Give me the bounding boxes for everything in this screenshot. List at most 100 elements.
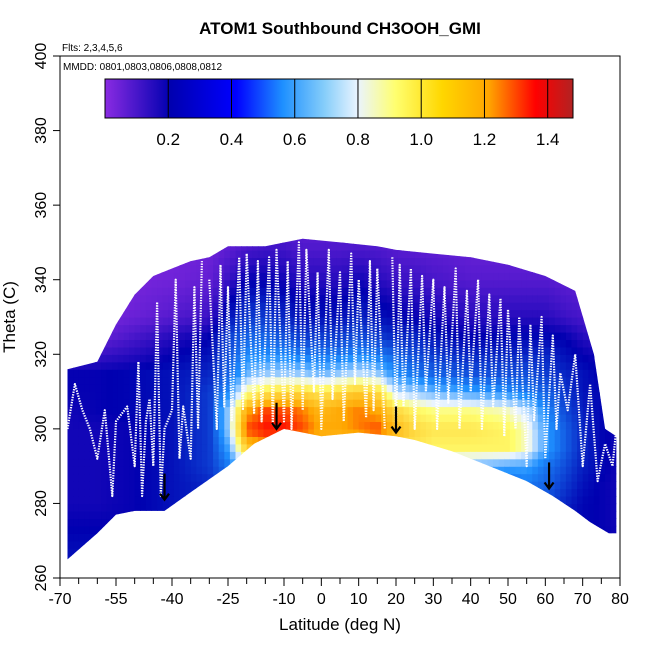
heatmap-cell <box>106 391 113 400</box>
heatmap-cell <box>73 249 80 258</box>
heatmap-cell <box>498 279 505 288</box>
heatmap-cell <box>425 518 433 527</box>
heatmap-cell <box>101 317 108 326</box>
heatmap-cell <box>302 287 309 296</box>
heatmap-cell <box>73 376 80 385</box>
heatmap-cell <box>319 376 326 385</box>
heatmap-cell <box>616 392 622 400</box>
heatmap-cell <box>134 238 141 244</box>
heatmap-cell <box>470 384 477 393</box>
heatmap-cell <box>425 436 433 445</box>
heatmap-cell <box>347 406 354 415</box>
heatmap-cell <box>302 309 309 318</box>
heatmap-cell <box>386 257 393 266</box>
heatmap-cell <box>414 317 421 326</box>
heatmap-cell <box>577 525 584 534</box>
heatmap-cell <box>498 384 505 393</box>
heatmap-cell <box>397 399 405 408</box>
heatmap-cell <box>414 361 421 370</box>
heatmap-cell <box>425 555 433 560</box>
heatmap-cell <box>498 488 505 497</box>
heatmap-cell <box>330 458 337 467</box>
heatmap-cell <box>201 264 209 273</box>
heatmap-cell <box>448 279 455 288</box>
heatmap-cell <box>280 376 287 385</box>
heatmap-cell <box>577 555 584 560</box>
heatmap-cell <box>179 436 186 445</box>
heatmap-cell <box>140 376 147 385</box>
heatmap-cell <box>297 443 304 452</box>
heatmap-cell <box>95 525 102 534</box>
heatmap-cell <box>274 518 281 527</box>
heatmap-cell <box>274 443 281 452</box>
heatmap-cell <box>599 238 606 244</box>
heatmap-cell <box>280 354 287 363</box>
heatmap-cell <box>593 540 601 549</box>
heatmap-cell <box>151 473 158 482</box>
heatmap-cell <box>347 309 354 318</box>
heatmap-cell <box>106 294 113 303</box>
heatmap-cell <box>509 324 517 333</box>
heatmap-cell <box>308 540 315 549</box>
heatmap-cell <box>459 555 466 560</box>
heatmap-cell <box>459 548 466 557</box>
heatmap-cell <box>157 279 164 288</box>
heatmap-cell <box>341 242 349 251</box>
heatmap-cell <box>369 428 377 437</box>
heatmap-cell <box>117 324 125 333</box>
heatmap-cell <box>229 428 237 437</box>
heatmap-cell <box>341 473 349 482</box>
heatmap-cell <box>521 510 528 519</box>
heatmap-cell <box>274 302 281 311</box>
heatmap-cell <box>297 555 304 560</box>
heatmap-cell <box>235 555 242 560</box>
heatmap-cell <box>353 309 360 318</box>
heatmap-cell <box>487 287 494 296</box>
heatmap-cell <box>577 249 584 258</box>
heatmap-cell <box>319 361 326 370</box>
heatmap-cell <box>582 533 589 542</box>
heatmap-cell <box>599 503 606 512</box>
heatmap-cell <box>207 525 214 534</box>
heatmap-cell <box>560 369 567 378</box>
heatmap-cell <box>353 317 360 326</box>
heatmap-cell <box>476 533 483 542</box>
heatmap-cell <box>179 428 186 437</box>
heatmap-cell <box>605 339 612 348</box>
heatmap-cell <box>292 563 298 571</box>
heatmap-cell <box>610 481 617 490</box>
heatmap-cell <box>442 510 449 519</box>
heatmap-cell <box>515 302 522 311</box>
heatmap-cell <box>370 563 376 571</box>
heatmap-cell <box>409 466 416 475</box>
heatmap-cell <box>213 324 220 333</box>
heatmap-cell <box>112 525 119 534</box>
heatmap-cell <box>207 555 214 560</box>
heatmap-cell <box>347 339 354 348</box>
heatmap-cell <box>605 324 612 333</box>
heatmap-cell <box>549 428 556 437</box>
heatmap-cell <box>588 317 595 326</box>
heatmap-cell <box>157 399 164 408</box>
heatmap-cell <box>185 339 192 348</box>
heatmap-cell <box>79 563 85 571</box>
heatmap-cell <box>347 421 354 430</box>
heatmap-cell <box>291 238 298 244</box>
heatmap-cell <box>117 473 125 482</box>
heatmap-cell <box>336 481 343 490</box>
heatmap-cell <box>179 443 186 452</box>
heatmap-cell <box>347 242 354 251</box>
heatmap-cell <box>409 249 416 258</box>
heatmap-cell <box>582 555 589 560</box>
heatmap-cell <box>521 473 528 482</box>
heatmap-cell <box>375 458 382 467</box>
heatmap-cell <box>196 473 203 482</box>
flight-track-line <box>391 257 618 483</box>
heatmap-cell <box>577 510 584 519</box>
heatmap-cell <box>476 413 483 422</box>
heatmap-cell <box>168 503 175 512</box>
heatmap-cell <box>274 361 281 370</box>
heatmap-cell <box>493 376 500 385</box>
heatmap-cell <box>498 436 505 445</box>
heatmap-cell <box>403 466 410 475</box>
